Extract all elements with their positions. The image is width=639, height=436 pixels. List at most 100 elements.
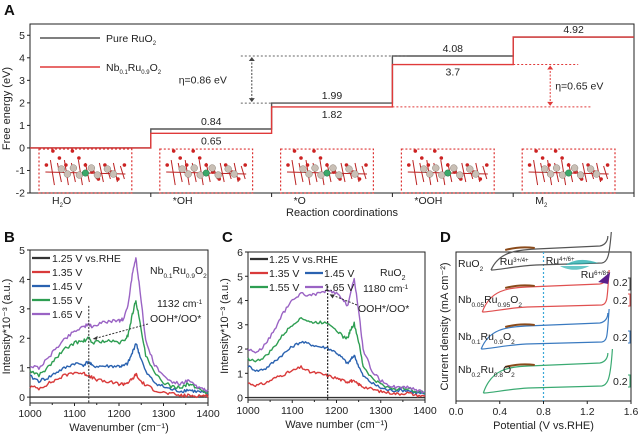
bond bbox=[119, 165, 125, 180]
y-tick-label: 1 bbox=[237, 368, 243, 380]
ruthenium-atom bbox=[57, 165, 66, 173]
arrow-head-icon bbox=[329, 294, 335, 299]
ruthenium-atom bbox=[466, 165, 474, 173]
arrow-head-icon bbox=[248, 56, 255, 61]
panel-label-b: B bbox=[4, 229, 15, 246]
legend-label: 1.45 V bbox=[52, 281, 82, 293]
energy-value-label: 0.84 bbox=[201, 116, 222, 128]
x-tick-label: 1300 bbox=[369, 405, 393, 417]
y-tick-label: 0 bbox=[237, 393, 243, 405]
legend-label: 1.45 V bbox=[324, 268, 354, 280]
y-axis-label: Intensity*10⁻³ (a.u.) bbox=[1, 279, 13, 375]
subscript: 0.05 bbox=[471, 302, 484, 309]
niobium-atom bbox=[565, 169, 573, 177]
cv-curve: RuO2 0.2 bbox=[458, 231, 631, 291]
sample-label: RuO2 bbox=[458, 258, 484, 273]
intermediate-label: OOH*/OO* bbox=[358, 303, 409, 315]
bond bbox=[98, 162, 104, 183]
subscript: 0.9 bbox=[494, 339, 503, 346]
ruthenium-atom bbox=[109, 170, 118, 178]
oxygen-atom bbox=[566, 163, 571, 167]
niobium-atom bbox=[81, 169, 89, 177]
subscript: 2 bbox=[511, 372, 515, 379]
oxygen-atom bbox=[122, 163, 127, 167]
subscript: 2 bbox=[511, 339, 515, 346]
subscript: 0.9 bbox=[186, 273, 195, 280]
cv-loop bbox=[480, 308, 610, 350]
legend-label: 1.65 V bbox=[324, 282, 354, 294]
annotation-arrow bbox=[330, 293, 358, 306]
redox-feature-highlight bbox=[504, 246, 535, 251]
ruthenium-atom bbox=[224, 165, 232, 173]
x-tick-label: 1.6 bbox=[624, 406, 639, 418]
ruthenium-atom bbox=[184, 170, 192, 178]
bond bbox=[240, 165, 246, 180]
text-part: O bbox=[503, 331, 511, 343]
oxygen-atom bbox=[605, 163, 610, 167]
spectrum-1-65V bbox=[247, 277, 426, 394]
x-category-label: *OOH bbox=[414, 195, 442, 207]
text-part: Ru bbox=[172, 265, 186, 277]
oxygen-atom bbox=[51, 149, 55, 153]
panel-b: B 1000 1100 1200 1300 1400 0 1 2 3 4 5 Wavenumber (c… bbox=[1, 229, 220, 434]
x-tick-label: 1400 bbox=[413, 405, 437, 417]
y-axis-label: Current density (mA cm⁻²) bbox=[439, 262, 451, 390]
ruthenium-atom bbox=[570, 164, 579, 172]
y-axis-label: Intensity*10⁻³ (a.u.) bbox=[219, 278, 231, 374]
y-tick-label: 2 bbox=[19, 333, 25, 345]
ru-6-8-label: Ru6+/8+ bbox=[581, 269, 610, 281]
structure-inset bbox=[280, 148, 375, 194]
ruthenium-atom bbox=[208, 164, 216, 172]
x-tick-label: 0.4 bbox=[492, 406, 507, 418]
oxygen-atom bbox=[478, 177, 483, 181]
text-part: O bbox=[510, 294, 518, 306]
oxygen-atom bbox=[446, 163, 450, 167]
y-tick-label: 6 bbox=[237, 247, 243, 259]
oxygen-atom bbox=[44, 163, 49, 167]
text-part: O bbox=[150, 62, 158, 74]
y-tick-label: 1 bbox=[19, 363, 25, 375]
x-tick-label: 1100 bbox=[281, 405, 304, 417]
text-part: Ru bbox=[500, 256, 514, 268]
ruthenium-atom bbox=[103, 165, 112, 173]
intermediate-label: OOH*/OO* bbox=[150, 313, 201, 325]
structure-inset bbox=[400, 148, 495, 194]
oxygen-atom bbox=[171, 149, 176, 153]
y-tick-label: 3 bbox=[19, 75, 25, 87]
panel-d: D 0.0 0.4 0.8 1.2 1.6 Potential (V vs.RHE) Curr… bbox=[439, 229, 638, 432]
subscript: 2 bbox=[158, 70, 162, 76]
ruthenium-atom bbox=[317, 171, 325, 179]
ruthenium-atom bbox=[299, 165, 307, 173]
text-part: Ru bbox=[128, 62, 142, 74]
series-1 bbox=[30, 36, 634, 149]
oxygen-atom bbox=[599, 177, 603, 181]
oxygen-atom bbox=[305, 163, 310, 167]
x-tick-label: 1100 bbox=[63, 408, 86, 420]
sample-label: Nb0.05Ru0.95O2 bbox=[458, 294, 522, 309]
oxygen-atom bbox=[191, 149, 195, 153]
ruthenium-atom bbox=[329, 164, 337, 172]
niobium-atom bbox=[444, 169, 452, 177]
ruthenium-atom bbox=[311, 164, 319, 172]
y-tick-label: 4 bbox=[19, 52, 25, 64]
oxygen-atom bbox=[83, 163, 88, 167]
ruthenium-atom bbox=[93, 171, 102, 179]
legend-label: 1.65 V bbox=[52, 309, 82, 321]
supscript: 3+/4+ bbox=[513, 258, 529, 264]
oxygen-atom bbox=[318, 156, 323, 160]
text-part: RuO bbox=[458, 258, 480, 270]
bond bbox=[482, 165, 488, 180]
subscript: 0.1 bbox=[163, 273, 172, 280]
ruthenium-atom bbox=[586, 165, 595, 173]
cv-loop bbox=[482, 348, 614, 394]
text-part: Pure RuO bbox=[106, 33, 153, 45]
y-tick-label: 2 bbox=[19, 97, 25, 109]
x-tick-label: 1000 bbox=[236, 405, 260, 417]
structure-inset bbox=[38, 148, 133, 194]
ruthenium-atom bbox=[540, 165, 549, 173]
x-tick-label: 1000 bbox=[18, 408, 42, 420]
scale-bar-label: 0.2 bbox=[613, 332, 628, 344]
scale-bar-label: 0.2 bbox=[613, 277, 628, 289]
